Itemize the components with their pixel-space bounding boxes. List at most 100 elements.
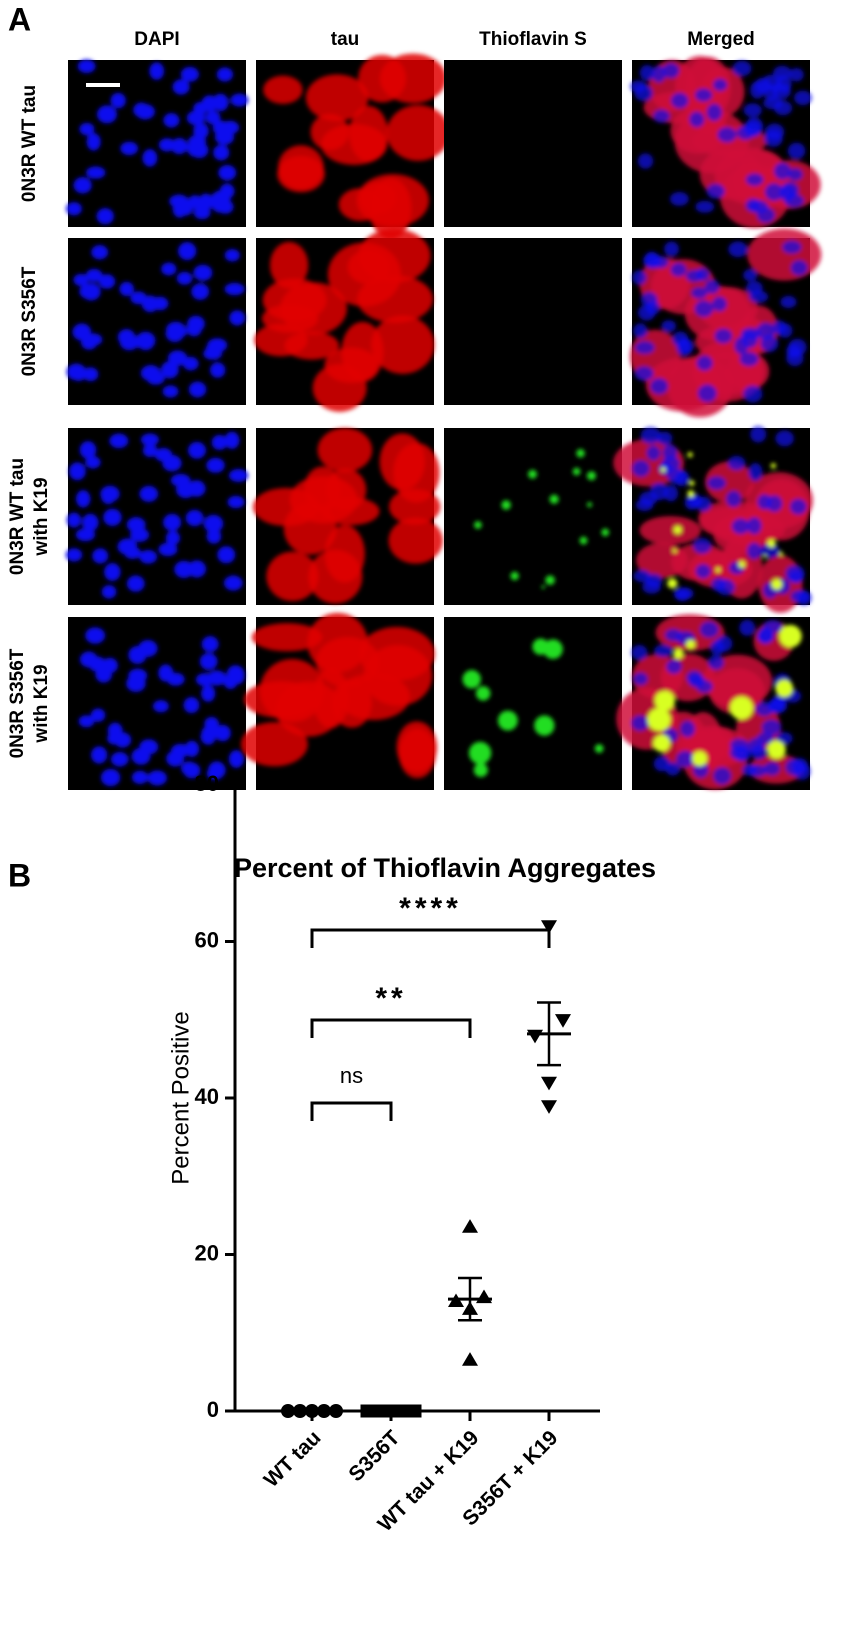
aggregate [473, 763, 488, 778]
column-header: tau [331, 29, 360, 50]
nucleus [756, 732, 774, 745]
tau-signal [747, 228, 822, 281]
nucleus [214, 724, 231, 742]
nucleus [193, 264, 213, 281]
nucleus [229, 310, 246, 326]
nucleus [707, 476, 727, 490]
aggregate [475, 686, 491, 701]
nucleus [96, 208, 114, 225]
aggregate [464, 673, 476, 685]
nucleus [212, 120, 229, 135]
tau-signal [357, 275, 433, 323]
nucleus [633, 323, 648, 339]
nucleus [736, 125, 754, 140]
nucleus [727, 455, 746, 471]
nucleus [750, 81, 765, 99]
aggregate [468, 741, 492, 765]
nucleus [205, 110, 221, 125]
micrograph [68, 617, 246, 790]
row-label: 0N3R WT tau [19, 85, 40, 202]
nucleus [139, 739, 159, 755]
nucleus [763, 96, 783, 110]
nucleus [178, 242, 197, 260]
nucleus [201, 636, 219, 653]
column-header: DAPI [134, 29, 179, 50]
nucleus [674, 470, 690, 487]
nucleus [664, 241, 679, 257]
nucleus [763, 761, 781, 776]
nucleus [697, 384, 717, 403]
nucleus [747, 517, 762, 535]
nucleus [772, 320, 787, 335]
nucleus [666, 659, 682, 674]
y-tick-label: 60 [195, 927, 219, 952]
nucleus [712, 78, 728, 92]
aggregate [763, 554, 767, 558]
aggregate [673, 648, 684, 659]
micrograph [630, 55, 821, 228]
cells [78, 627, 245, 787]
nucleus [634, 366, 654, 381]
nucleus [119, 281, 134, 297]
nucleus [201, 685, 216, 702]
nucleus [228, 750, 244, 768]
nucleus [210, 362, 226, 378]
nucleus [749, 290, 769, 303]
nucleus [91, 746, 108, 764]
nucleus [685, 269, 704, 283]
nucleus [739, 619, 756, 636]
aggregate [586, 471, 596, 481]
x-tick-label: S356T [344, 1426, 404, 1486]
nucleus [206, 457, 225, 473]
aggregate [543, 639, 563, 660]
nucleus [726, 490, 742, 508]
aggregate [779, 624, 802, 648]
cells [66, 59, 249, 225]
nucleus [131, 770, 149, 784]
tau-signal [269, 241, 309, 289]
nucleus [692, 537, 712, 554]
nucleus [161, 262, 177, 276]
nucleus [151, 296, 169, 311]
nucleus [162, 385, 179, 398]
nucleus [699, 621, 719, 638]
nucleus [171, 743, 190, 758]
cells [254, 228, 435, 412]
aggregate [692, 751, 708, 766]
panel-label: B [8, 857, 31, 893]
aggregate [715, 567, 721, 573]
nucleus [203, 347, 223, 360]
nucleus [201, 725, 219, 740]
nucleus [66, 363, 87, 381]
nucleus [163, 513, 182, 531]
nucleus [773, 162, 791, 180]
micrograph [252, 428, 443, 605]
significance-bracket [310, 1018, 472, 1038]
aggregate [778, 551, 783, 556]
aggregate [673, 525, 682, 534]
aggregate [647, 707, 671, 732]
nucleus [711, 296, 727, 312]
significance-label: **** [399, 892, 462, 925]
nucleus [631, 644, 648, 661]
data-point [281, 1404, 295, 1418]
nucleus [786, 350, 804, 367]
aggregate [654, 690, 675, 711]
aggregate [541, 585, 546, 589]
tau-signal [349, 105, 389, 162]
nucleus [109, 433, 129, 449]
tau-signal [698, 725, 735, 760]
nucleus [140, 433, 159, 446]
nucleus [176, 481, 196, 499]
micrograph [254, 228, 435, 412]
nucleus [224, 282, 245, 296]
nucleus [714, 328, 733, 344]
tau-signal [386, 104, 450, 161]
nucleus [82, 513, 99, 532]
nucleus [684, 495, 700, 510]
nucleus [98, 274, 116, 289]
nucleus [640, 291, 658, 308]
column-header: Thioflavin S [479, 29, 587, 50]
micrograph-bg [444, 60, 622, 227]
aggregate [653, 734, 671, 752]
